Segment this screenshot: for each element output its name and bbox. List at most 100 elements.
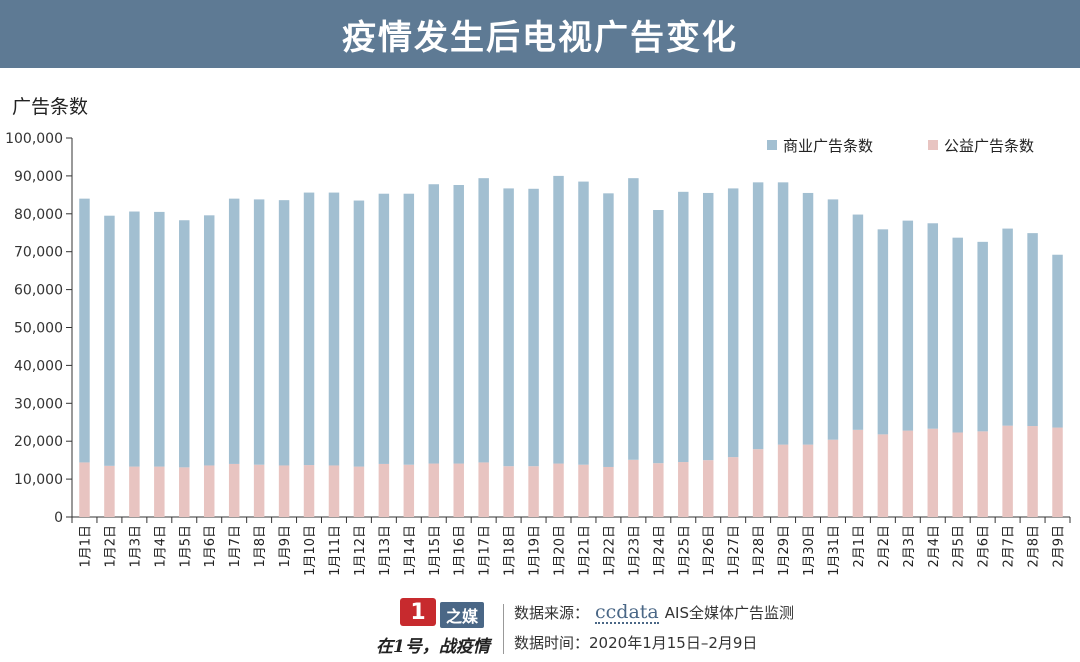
- x-tick-label: 1月26日: [702, 525, 717, 576]
- bar-segment-commercial: [827, 199, 839, 440]
- bar-segment-commercial: [1002, 228, 1013, 426]
- x-tick-label: 2月5日: [952, 525, 967, 568]
- bar-segment-public: [678, 462, 689, 517]
- x-tick-label: 2月4日: [927, 525, 942, 568]
- bar-segment-commercial: [702, 192, 714, 461]
- bar-segment-public: [852, 429, 864, 517]
- x-tick-label: 1月27日: [727, 525, 742, 576]
- brand-logo-icon: 1: [400, 598, 436, 626]
- x-tick-label: 1月7日: [228, 525, 243, 568]
- bar-segment-commercial: [453, 184, 464, 464]
- bar-segment-commercial: [328, 192, 340, 466]
- bar-segment-public: [378, 463, 390, 517]
- bar-segment-public: [79, 462, 90, 517]
- bar-segment-public: [553, 463, 564, 517]
- bar-segment-public: [179, 467, 190, 517]
- source-name: AIS全媒体广告监测: [664, 604, 794, 622]
- bar-segment-commercial: [378, 193, 390, 464]
- bar-segment-public: [927, 428, 939, 517]
- bar-segment-public: [203, 465, 215, 517]
- y-tick-label: 50,000: [14, 321, 63, 337]
- bar-segment-commercial: [129, 211, 140, 467]
- x-tick-label: 1月9日: [278, 525, 293, 568]
- x-tick-label: 1月14日: [403, 525, 418, 576]
- bar-segment-public: [1052, 427, 1063, 517]
- title-bar: 疫情发生后电视广告变化: [0, 0, 1080, 68]
- y-tick-label: 100,000: [5, 131, 63, 147]
- bar-segment-commercial: [478, 178, 489, 463]
- y-tick-label: 0: [54, 510, 63, 526]
- bar-segment-commercial: [104, 215, 115, 466]
- bar-segment-commercial: [528, 188, 539, 467]
- x-tick-label: 1月11日: [328, 525, 343, 576]
- bar-segment-public: [453, 463, 464, 517]
- bar-segment-public: [777, 444, 789, 517]
- x-tick-label: 1月8日: [253, 525, 268, 568]
- chart-title: 疫情发生后电视广告变化: [342, 17, 738, 58]
- bar-segment-commercial: [752, 182, 764, 450]
- y-axis-label: 广告条数: [12, 96, 89, 118]
- x-tick-label: 1月10日: [303, 525, 318, 576]
- x-tick-label: 2月2日: [877, 525, 892, 568]
- x-tick-label: 1月24日: [652, 525, 667, 576]
- bar-segment-public: [752, 449, 764, 517]
- footer: 1 之媒 在1号，战疫情 数据来源： ccdata AIS全媒体广告监测 数据时…: [0, 590, 1080, 662]
- bar-segment-public: [802, 444, 814, 517]
- bar-segment-commercial: [578, 181, 589, 465]
- x-tick-label: 2月8日: [1027, 525, 1042, 568]
- x-tick-label: 2月3日: [902, 525, 917, 568]
- bar-segment-commercial: [428, 184, 440, 464]
- x-tick-label: 2月6日: [977, 525, 992, 568]
- bar-segment-public: [104, 465, 115, 517]
- bar-segment-public: [129, 466, 140, 517]
- x-tick-label: 2月1日: [852, 525, 867, 568]
- y-tick-label: 80,000: [14, 207, 63, 223]
- x-tick-label: 1月12日: [353, 525, 368, 576]
- bar-segment-public: [702, 460, 714, 517]
- x-tick-label: 2月7日: [1002, 525, 1017, 568]
- stacked-bar-chart: 0 10,000 20,000 30,000 40,000 50,000 60,000 70,…: [5, 131, 1071, 576]
- bar-segment-public: [278, 465, 290, 517]
- bar-segment-commercial: [877, 229, 889, 435]
- bar-segment-public: [827, 439, 839, 517]
- y-tick-label: 90,000: [14, 169, 63, 185]
- source-label: 数据来源：: [514, 604, 590, 622]
- bar-segment-commercial: [154, 211, 165, 467]
- bar-segment-public: [478, 462, 489, 517]
- time-label: 数据时间：: [514, 634, 590, 652]
- x-tick-label: 1月19日: [528, 525, 543, 576]
- y-tick-label: 30,000: [14, 396, 63, 412]
- x-tick-label: 1月6日: [203, 525, 218, 568]
- x-tick-label: 1月29日: [777, 525, 792, 576]
- bar-segment-commercial: [228, 198, 240, 464]
- bar-segment-commercial: [802, 192, 814, 445]
- bar-segment-commercial: [503, 188, 514, 467]
- brand-logo-text: 之媒: [440, 602, 485, 628]
- bar-segment-commercial: [678, 191, 689, 463]
- bar-segment-public: [353, 466, 365, 517]
- bar-segment-commercial: [79, 198, 90, 463]
- footer-divider: [503, 604, 504, 654]
- y-tick-label: 20,000: [14, 434, 63, 450]
- x-tick-label: 1月1日: [78, 525, 93, 568]
- x-tick-label: 1月18日: [503, 525, 518, 576]
- y-tick-label: 40,000: [14, 358, 63, 374]
- bar-segment-commercial: [1052, 254, 1063, 428]
- x-tick-label: 1月4日: [153, 525, 168, 568]
- data-source-line: 数据来源： ccdata AIS全媒体广告监测: [514, 602, 794, 624]
- bar-segment-public: [303, 465, 315, 517]
- x-tick-label: 1月13日: [378, 525, 393, 576]
- bar-segment-public: [653, 463, 664, 517]
- bar-segment-commercial: [179, 220, 190, 468]
- y-tick-label: 60,000: [14, 283, 63, 299]
- bar-segment-public: [578, 464, 589, 517]
- bar-segment-public: [628, 459, 639, 517]
- x-tick-label: 1月31日: [827, 525, 842, 576]
- bar-segment-public: [977, 431, 988, 517]
- bar-segment-commercial: [977, 241, 988, 432]
- data-time-line: 数据时间：2020年1月15日–2月9日: [514, 632, 757, 653]
- bar-segment-commercial: [727, 188, 739, 458]
- bar-segment-public: [253, 464, 265, 517]
- bar-segment-commercial: [603, 193, 614, 467]
- legend-swatch: [928, 140, 938, 150]
